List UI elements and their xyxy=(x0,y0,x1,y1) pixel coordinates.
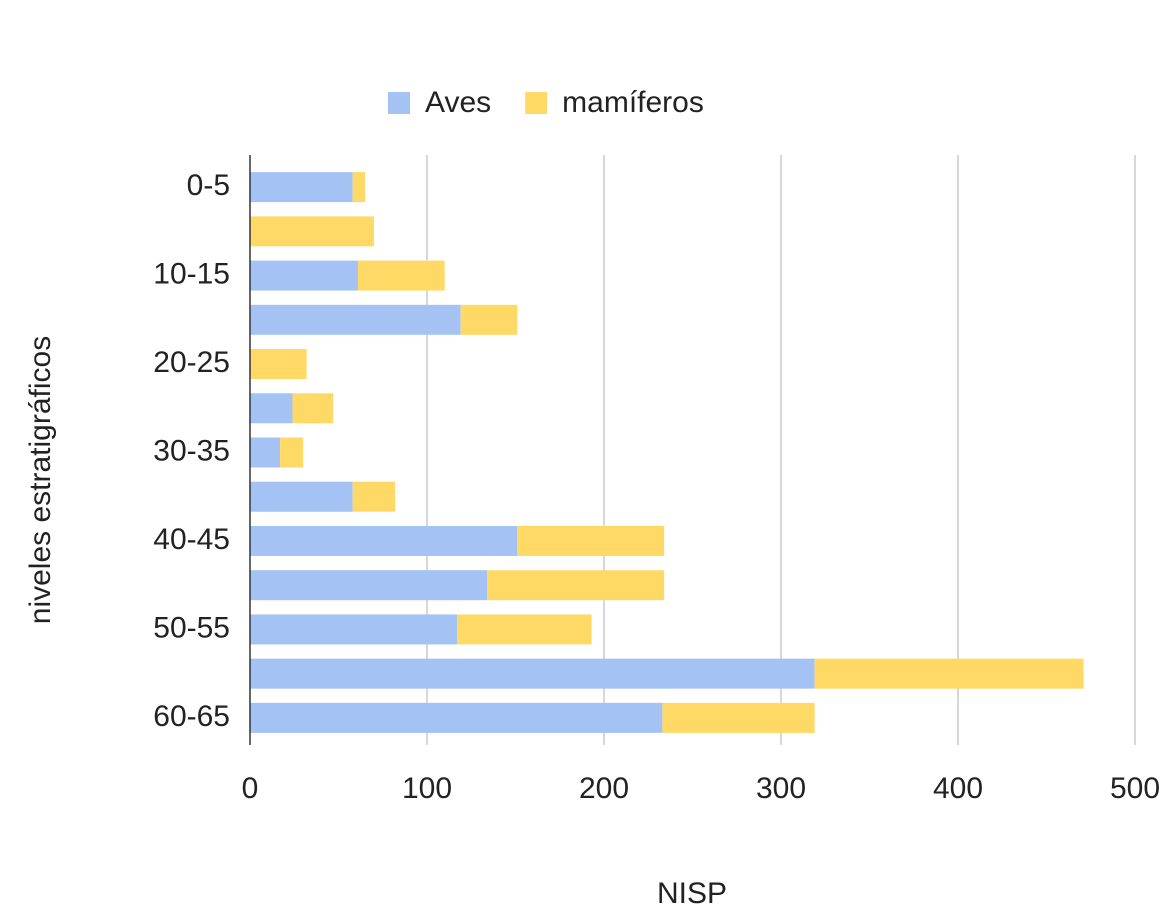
x-tick-label: 300 xyxy=(756,772,806,805)
bar xyxy=(250,172,353,203)
y-tick-label: 10-15 xyxy=(153,257,230,290)
legend-swatch xyxy=(525,92,548,114)
bar xyxy=(357,260,445,291)
bar xyxy=(352,481,396,512)
bar xyxy=(250,349,307,380)
bar xyxy=(250,614,458,645)
bar xyxy=(250,481,353,512)
y-tick-label: 30-35 xyxy=(153,434,230,467)
bar xyxy=(814,658,1084,689)
y-tick-label: 60-65 xyxy=(153,700,230,733)
x-tick-label: 400 xyxy=(933,772,983,805)
bar xyxy=(250,393,293,424)
y-axis-title: niveles estratigráficos xyxy=(24,336,57,624)
bar xyxy=(352,172,366,203)
x-tick-label: 500 xyxy=(1110,772,1160,805)
y-tick-label: 40-45 xyxy=(153,523,230,556)
bar xyxy=(662,702,815,733)
bar xyxy=(250,525,518,556)
x-axis-title: NISP xyxy=(657,877,727,909)
legend-label: Aves xyxy=(425,86,491,119)
bar xyxy=(487,570,665,601)
x-tick-label: 100 xyxy=(402,772,452,805)
y-tick-label: 20-25 xyxy=(153,346,230,379)
bar xyxy=(250,658,815,689)
y-tick-label: 0-5 xyxy=(187,169,230,202)
bar xyxy=(250,702,663,733)
legend-label: mamíferos xyxy=(562,86,704,119)
bar xyxy=(250,304,461,335)
bar xyxy=(292,393,334,424)
bar xyxy=(457,614,592,645)
bar xyxy=(250,260,358,291)
x-tick-label: 200 xyxy=(579,772,629,805)
bar xyxy=(250,216,374,247)
y-tick-label: 50-55 xyxy=(153,611,230,644)
legend-swatch xyxy=(388,92,410,114)
bar xyxy=(250,570,488,601)
bar xyxy=(517,525,665,556)
bar xyxy=(460,304,518,335)
bar xyxy=(280,437,304,468)
bar xyxy=(250,437,281,468)
x-tick-label: 0 xyxy=(242,772,259,805)
